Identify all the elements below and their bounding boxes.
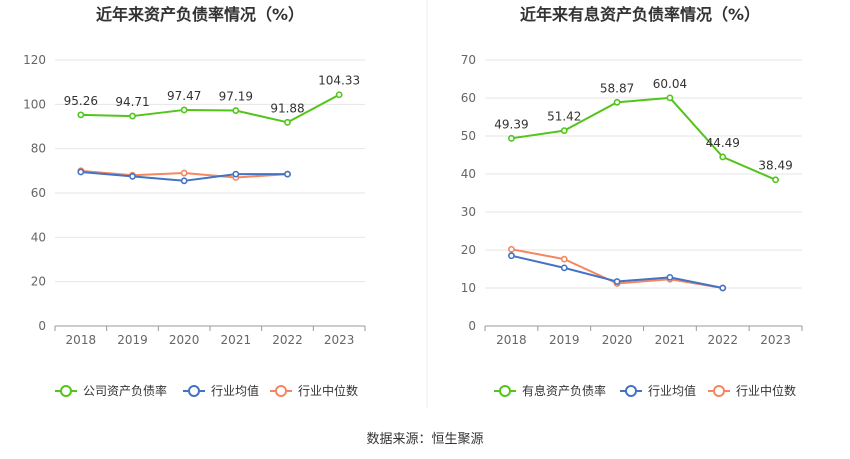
y-tick-label: 40 [31, 230, 46, 244]
y-tick-label: 120 [23, 53, 46, 67]
legend-label: 行业中位数 [298, 383, 358, 398]
data-point [335, 91, 343, 99]
data-source-note: 数据来源：恒生聚源 [366, 432, 484, 447]
y-tick-label: 40 [461, 167, 476, 181]
x-tick-label: 2022 [272, 333, 303, 347]
data-point [129, 172, 136, 180]
data-point [613, 278, 621, 285]
y-tick-label: 30 [461, 205, 476, 219]
data-point [560, 264, 568, 272]
legend-label: 行业中位数 [736, 383, 796, 398]
data-point [772, 176, 779, 184]
y-tick-label: 70 [461, 53, 476, 67]
legend-label: 行业均值 [211, 383, 259, 398]
y-tick-label: 20 [461, 243, 476, 257]
data-point [180, 169, 188, 177]
x-tick-label: 2020 [169, 333, 200, 347]
legend-item[interactable]: 行业均值 [620, 383, 696, 398]
data-label: 44.49 [706, 136, 740, 150]
legend-label: 公司资产负债率 [83, 383, 167, 398]
y-tick-label: 50 [461, 129, 476, 143]
data-point [560, 255, 568, 263]
data-point [508, 252, 515, 260]
data-point [284, 118, 291, 126]
x-tick-label: 2018 [66, 333, 97, 347]
series-line [80, 93, 340, 124]
data-point [180, 106, 188, 114]
y-tick-label: 0 [38, 319, 46, 333]
chart-2: 近年来有息资产负债率情况（%） 0 10 20 30 40 50 60 70 2018 2019 20… [461, 5, 803, 398]
data-label: 95.26 [64, 94, 98, 108]
y-tick-label: 100 [23, 97, 46, 111]
data-label: 104.33 [318, 74, 360, 88]
legend-marker [499, 385, 511, 397]
legend-item[interactable]: 行业中位数 [708, 383, 796, 398]
data-label: 49.39 [494, 117, 528, 131]
data-point [232, 107, 240, 114]
data-label: 58.87 [600, 81, 634, 95]
x-tick-label: 2021 [221, 333, 252, 347]
data-label: 60.04 [653, 77, 687, 91]
legend-item[interactable]: 公司资产负债率 [55, 383, 167, 398]
legend-label: 有息资产负债率 [522, 383, 606, 398]
data-label: 51.42 [547, 110, 581, 124]
data-label: 97.47 [167, 89, 201, 103]
y-tick-label: 10 [461, 281, 476, 295]
y-tick-label: 60 [461, 91, 476, 105]
y-tick-label: 80 [31, 142, 46, 156]
data-point [77, 111, 85, 119]
x-tick-label: 2022 [707, 333, 738, 347]
legend-item[interactable]: 行业中位数 [270, 383, 358, 398]
data-point [284, 170, 291, 178]
legend-item[interactable]: 有息资产负债率 [494, 383, 606, 398]
x-tick-label: 2021 [655, 333, 686, 347]
legend-marker [60, 385, 72, 397]
data-point [232, 170, 240, 178]
legend-marker [275, 385, 287, 397]
data-point [180, 177, 188, 185]
legend-marker [625, 385, 637, 397]
chart-title: 近年来有息资产负债率情况（%） [520, 5, 760, 24]
x-tick-label: 2023 [760, 333, 791, 347]
data-point [666, 94, 674, 102]
x-tick-label: 2023 [324, 333, 355, 347]
data-point [613, 98, 621, 106]
data-point [508, 134, 515, 142]
data-label: 91.88 [270, 101, 304, 115]
data-label: 97.19 [219, 90, 253, 104]
x-tick-label: 2019 [117, 333, 148, 347]
x-tick-label: 2020 [602, 333, 633, 347]
legend-item[interactable]: 行业均值 [183, 383, 259, 398]
chart-1: 近年来资产负债率情况（%） 0 20 40 60 80 100 120 2018 2019 2020… [23, 5, 366, 398]
data-point [508, 245, 515, 253]
data-point [666, 273, 674, 281]
data-point [719, 153, 727, 161]
data-label: 38.49 [758, 159, 792, 173]
y-tick-label: 0 [468, 319, 476, 333]
x-tick-label: 2018 [496, 333, 527, 347]
data-point [719, 284, 727, 292]
legend-marker [713, 385, 725, 397]
y-tick-label: 20 [31, 275, 46, 289]
data-point [129, 112, 136, 120]
y-tick-label: 60 [31, 186, 46, 200]
data-label: 94.71 [115, 95, 149, 109]
legend-marker [188, 385, 200, 397]
x-tick-label: 2019 [549, 333, 580, 347]
legend-label: 行业均值 [648, 383, 696, 398]
chart-title: 近年来资产负债率情况（%） [96, 5, 304, 24]
series-line [511, 96, 776, 181]
data-point [77, 168, 85, 176]
data-point [560, 127, 568, 135]
